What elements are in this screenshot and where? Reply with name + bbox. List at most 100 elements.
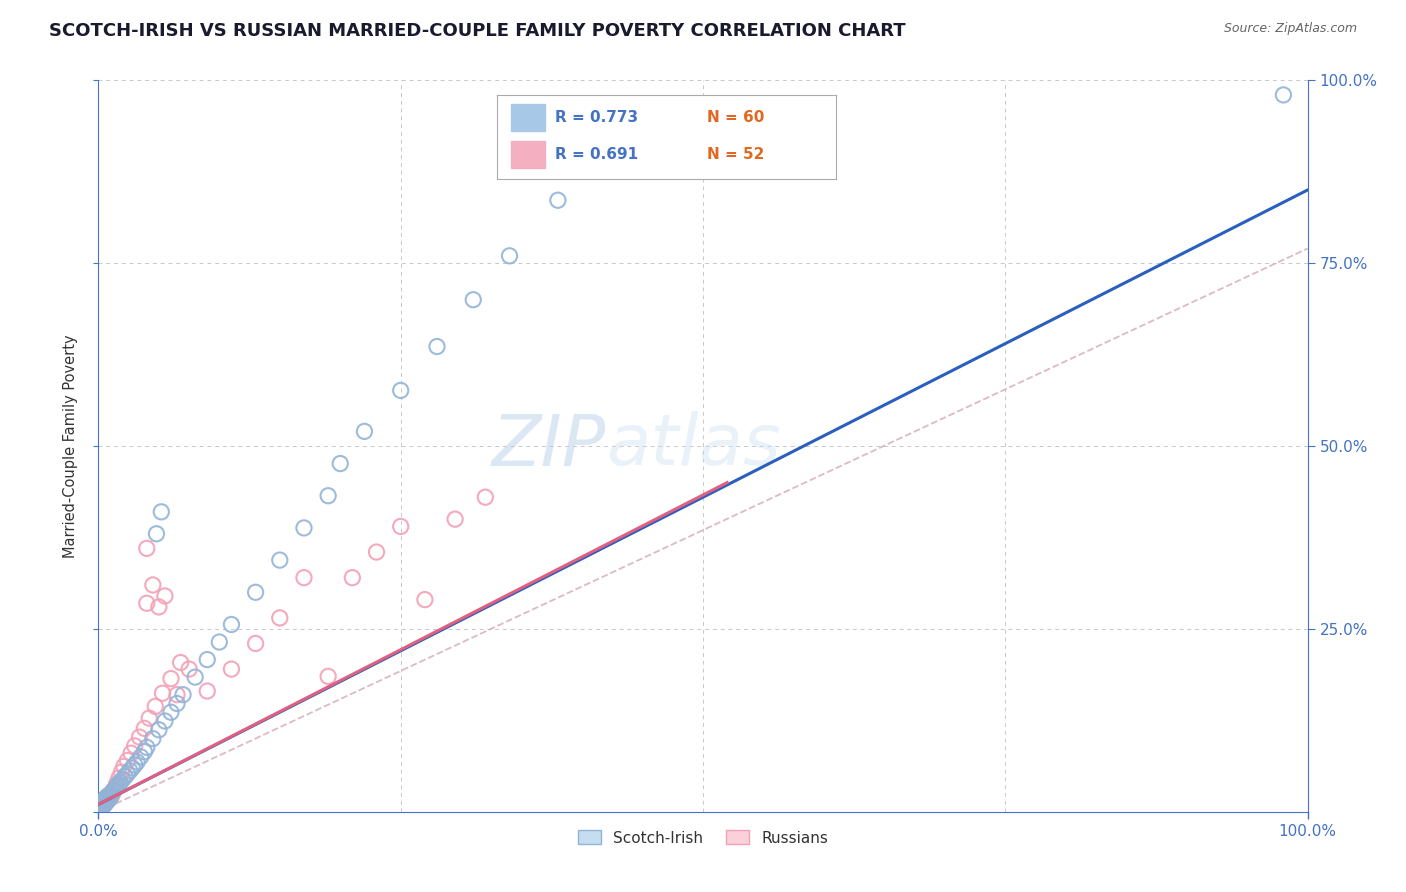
Point — [547, 193, 569, 207]
Point — [94, 796, 117, 810]
Point — [142, 731, 165, 746]
Point — [153, 714, 176, 728]
Point — [135, 541, 157, 556]
Point — [166, 688, 188, 702]
Point — [498, 249, 520, 263]
Point — [143, 699, 166, 714]
Point — [103, 782, 125, 797]
Point — [93, 797, 115, 812]
Point — [117, 766, 139, 780]
Point — [96, 790, 118, 805]
Point — [97, 793, 120, 807]
Point — [153, 589, 176, 603]
Point — [128, 730, 150, 744]
Point — [145, 526, 167, 541]
Point — [353, 425, 375, 439]
Point — [389, 384, 412, 398]
Point — [245, 636, 267, 650]
Point — [1272, 87, 1295, 102]
Point — [138, 711, 160, 725]
Point — [389, 519, 412, 533]
Point — [97, 789, 120, 803]
Point — [105, 780, 128, 794]
Point — [94, 796, 117, 810]
Point — [342, 571, 364, 585]
Point — [108, 777, 131, 791]
Point — [100, 786, 122, 800]
Point — [91, 798, 114, 813]
Point — [127, 755, 149, 769]
Point — [124, 758, 146, 772]
Point — [292, 521, 315, 535]
Point — [111, 772, 134, 787]
Point — [94, 791, 117, 805]
Point — [98, 791, 121, 805]
Point — [208, 635, 231, 649]
Point — [91, 795, 114, 809]
Point — [101, 784, 124, 798]
Point — [179, 662, 201, 676]
Point — [97, 793, 120, 807]
Point — [221, 617, 243, 632]
Point — [96, 795, 118, 809]
Point — [91, 798, 114, 813]
Legend: Scotch-Irish, Russians: Scotch-Irish, Russians — [572, 824, 834, 852]
Point — [134, 745, 156, 759]
Text: ZIP: ZIP — [492, 411, 606, 481]
Point — [108, 775, 131, 789]
Text: atlas: atlas — [606, 411, 780, 481]
Point — [96, 795, 118, 809]
Point — [112, 759, 135, 773]
Point — [172, 688, 194, 702]
Point — [98, 791, 121, 805]
Point — [184, 670, 207, 684]
Text: SCOTCH-IRISH VS RUSSIAN MARRIED-COUPLE FAMILY POVERTY CORRELATION CHART: SCOTCH-IRISH VS RUSSIAN MARRIED-COUPLE F… — [49, 22, 905, 40]
Point — [114, 770, 136, 784]
Point — [444, 512, 467, 526]
Point — [292, 571, 315, 585]
Point — [269, 553, 291, 567]
Point — [463, 293, 485, 307]
Point — [148, 599, 170, 614]
Point — [105, 777, 128, 791]
Point — [91, 796, 114, 810]
Point — [195, 652, 218, 666]
Point — [91, 797, 114, 812]
Point — [118, 764, 141, 778]
Point — [166, 697, 188, 711]
Point — [329, 457, 352, 471]
Point — [100, 790, 122, 805]
Point — [148, 723, 170, 737]
Point — [100, 787, 122, 801]
Point — [221, 662, 243, 676]
Point — [96, 790, 118, 805]
Point — [100, 789, 122, 803]
Point — [245, 585, 267, 599]
Point — [150, 505, 173, 519]
Point — [103, 782, 125, 797]
Text: Source: ZipAtlas.com: Source: ZipAtlas.com — [1223, 22, 1357, 36]
Point — [91, 796, 114, 810]
Point — [426, 339, 449, 353]
Point — [90, 800, 112, 814]
Point — [107, 778, 129, 792]
Point — [169, 656, 191, 670]
Y-axis label: Married-Couple Family Poverty: Married-Couple Family Poverty — [63, 334, 77, 558]
Point — [110, 765, 132, 780]
Point — [90, 798, 112, 813]
Point — [90, 798, 112, 813]
Point — [91, 797, 114, 812]
Point — [100, 790, 122, 805]
Point — [413, 592, 436, 607]
Point — [366, 545, 388, 559]
Point — [269, 611, 291, 625]
Point — [316, 489, 339, 503]
Point — [93, 793, 115, 807]
Point — [108, 771, 131, 785]
Point — [93, 793, 115, 807]
Point — [91, 795, 114, 809]
Point — [89, 802, 111, 816]
Point — [134, 722, 156, 736]
Point — [135, 740, 157, 755]
Point — [474, 490, 496, 504]
